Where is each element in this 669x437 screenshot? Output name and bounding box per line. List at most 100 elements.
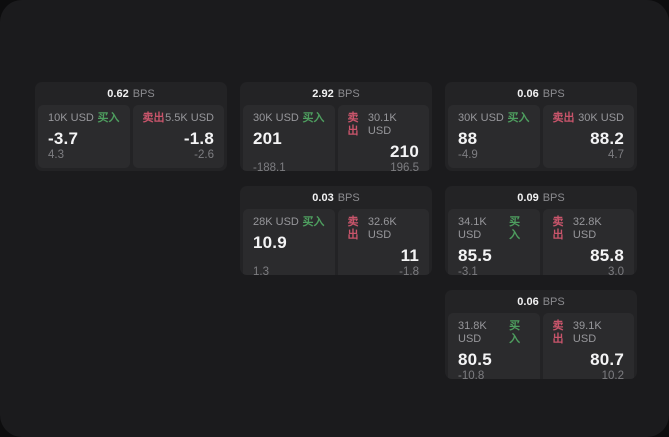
buy-quote-tile[interactable]: 30K USD 买入 201 -188.1 <box>243 105 335 171</box>
sell-side-label: 卖出 <box>347 216 359 241</box>
buy-amount: 34.1K USD <box>458 216 487 241</box>
sell-price: 80.7 <box>590 350 624 369</box>
sell-side-label: 卖出 <box>347 112 359 137</box>
quote-card: 0.62 BPS 10K USD 买入 -3.7 4.3 卖出 5.5K USD… <box>35 82 227 171</box>
sell-amount: 32.8K USD <box>572 216 602 241</box>
sell-quote-tile[interactable]: 卖出 30.1K USD 210 196.5 <box>337 105 429 171</box>
sell-price: -1.8 <box>183 129 214 148</box>
quote-card: 0.06 BPS 30K USD 买入 88 -4.9 卖出 30K USD 8… <box>445 82 637 171</box>
quote-card-body: 28K USD 买入 10.9 1.3 卖出 32.6K USD 11 -1.8 <box>240 207 432 275</box>
sell-quote-tile[interactable]: 卖出 32.8K USD 85.8 3.0 <box>542 209 634 275</box>
sell-secondary-value: -1.8 <box>399 266 419 275</box>
sell-side-label: 卖出 <box>142 112 165 124</box>
buy-tile-header: 10K USD 买入 <box>48 112 120 125</box>
buy-side-label: 买入 <box>509 216 521 241</box>
buy-tile-header: 31.8K USD 买入 <box>458 320 530 346</box>
buy-tile-header: 28K USD 买入 <box>253 216 325 229</box>
bps-value: 0.06 <box>517 87 539 100</box>
bps-value: 0.06 <box>517 295 539 308</box>
sell-secondary-value: 10.2 <box>601 370 624 379</box>
sell-quote-tile[interactable]: 卖出 39.1K USD 80.7 10.2 <box>542 313 634 379</box>
buy-quote-tile[interactable]: 30K USD 买入 88 -4.9 <box>448 105 540 168</box>
sell-amount: 30K USD <box>578 112 624 124</box>
sell-quote-tile[interactable]: 卖出 5.5K USD -1.8 -2.6 <box>132 105 224 168</box>
buy-side-label: 买入 <box>507 112 530 124</box>
buy-price: 10.9 <box>253 233 287 252</box>
buy-secondary-value: -3.1 <box>458 266 478 275</box>
bps-header: 2.92 BPS <box>240 82 432 103</box>
quote-card: 0.03 BPS 28K USD 买入 10.9 1.3 卖出 32.6K US… <box>240 186 432 275</box>
buy-price: 201 <box>253 129 282 148</box>
buy-quote-tile[interactable]: 10K USD 买入 -3.7 4.3 <box>38 105 130 168</box>
sell-secondary-value: 196.5 <box>390 162 419 171</box>
quote-card: 2.92 BPS 30K USD 买入 201 -188.1 卖出 30.1K … <box>240 82 432 171</box>
buy-side-label: 买入 <box>509 320 521 345</box>
bps-value: 0.03 <box>312 191 334 204</box>
sell-amount: 30.1K USD <box>367 112 397 137</box>
sell-tile-header: 卖出 30.1K USD <box>348 112 420 138</box>
sell-side-label: 卖出 <box>552 112 575 124</box>
buy-tile-header: 34.1K USD 买入 <box>458 216 530 242</box>
bps-unit-label: BPS <box>542 191 565 204</box>
quote-card-body: 31.8K USD 买入 80.5 -10.8 卖出 39.1K USD 80.… <box>445 311 637 379</box>
quote-card: 0.09 BPS 34.1K USD 买入 85.5 -3.1 卖出 32.8K… <box>445 186 637 275</box>
buy-secondary-value: -188.1 <box>253 162 286 171</box>
sell-amount: 5.5K USD <box>165 112 214 124</box>
buy-quote-tile[interactable]: 28K USD 买入 10.9 1.3 <box>243 209 335 275</box>
buy-amount: 10K USD <box>48 112 94 124</box>
sell-amount: 32.6K USD <box>367 216 397 241</box>
buy-tile-header: 30K USD 买入 <box>253 112 325 125</box>
sell-quote-tile[interactable]: 卖出 30K USD 88.2 4.7 <box>542 105 634 168</box>
sell-amount: 39.1K USD <box>572 320 602 345</box>
buy-quote-tile[interactable]: 31.8K USD 买入 80.5 -10.8 <box>448 313 540 379</box>
buy-secondary-value: 4.3 <box>48 149 64 161</box>
bps-header: 0.06 BPS <box>445 290 637 311</box>
sell-tile-header: 卖出 32.8K USD <box>553 216 625 242</box>
sell-secondary-value: -2.6 <box>194 149 214 161</box>
bps-unit-label: BPS <box>337 191 360 204</box>
bps-unit-label: BPS <box>542 295 565 308</box>
sell-quote-tile[interactable]: 卖出 32.6K USD 11 -1.8 <box>337 209 429 275</box>
buy-amount: 30K USD <box>253 112 299 124</box>
sell-price: 85.8 <box>590 246 624 265</box>
bps-unit-label: BPS <box>132 87 155 100</box>
sell-tile-header: 卖出 5.5K USD <box>143 112 215 125</box>
buy-tile-header: 30K USD 买入 <box>458 112 530 125</box>
quote-card-body: 10K USD 买入 -3.7 4.3 卖出 5.5K USD -1.8 -2.… <box>35 103 227 171</box>
sell-price: 88.2 <box>590 129 624 148</box>
bps-unit-label: BPS <box>337 87 360 100</box>
buy-amount: 28K USD <box>253 216 299 228</box>
quote-card: 0.06 BPS 31.8K USD 买入 80.5 -10.8 卖出 39.1… <box>445 290 637 379</box>
sell-side-label: 卖出 <box>552 216 564 241</box>
sell-tile-header: 卖出 39.1K USD <box>553 320 625 346</box>
buy-amount: 31.8K USD <box>458 320 487 345</box>
quote-card-grid: 0.62 BPS 10K USD 买入 -3.7 4.3 卖出 5.5K USD… <box>35 82 637 379</box>
buy-price: -3.7 <box>48 129 79 148</box>
sell-price: 11 <box>400 246 419 265</box>
buy-amount: 30K USD <box>458 112 504 124</box>
buy-secondary-value: 1.3 <box>253 266 269 275</box>
buy-secondary-value: -10.8 <box>458 370 485 379</box>
buy-price: 85.5 <box>458 246 492 265</box>
buy-quote-tile[interactable]: 34.1K USD 买入 85.5 -3.1 <box>448 209 540 275</box>
buy-price: 80.5 <box>458 350 492 369</box>
bps-value: 2.92 <box>312 87 334 100</box>
sell-secondary-value: 4.7 <box>608 149 624 161</box>
bps-value: 0.62 <box>107 87 129 100</box>
buy-secondary-value: -4.9 <box>458 149 478 161</box>
bps-header: 0.62 BPS <box>35 82 227 103</box>
quote-card-body: 34.1K USD 买入 85.5 -3.1 卖出 32.8K USD 85.8… <box>445 207 637 275</box>
sell-side-label: 卖出 <box>552 320 564 345</box>
bps-header: 0.03 BPS <box>240 186 432 207</box>
sell-price: 210 <box>390 142 419 161</box>
buy-side-label: 买入 <box>302 216 325 228</box>
sell-tile-header: 卖出 32.6K USD <box>348 216 420 242</box>
sell-secondary-value: 3.0 <box>608 266 624 275</box>
quote-card-body: 30K USD 买入 201 -188.1 卖出 30.1K USD 210 1… <box>240 103 432 171</box>
quote-card-body: 30K USD 买入 88 -4.9 卖出 30K USD 88.2 4.7 <box>445 103 637 171</box>
buy-side-label: 买入 <box>302 112 325 124</box>
bps-value: 0.09 <box>517 191 539 204</box>
bps-header: 0.09 BPS <box>445 186 637 207</box>
